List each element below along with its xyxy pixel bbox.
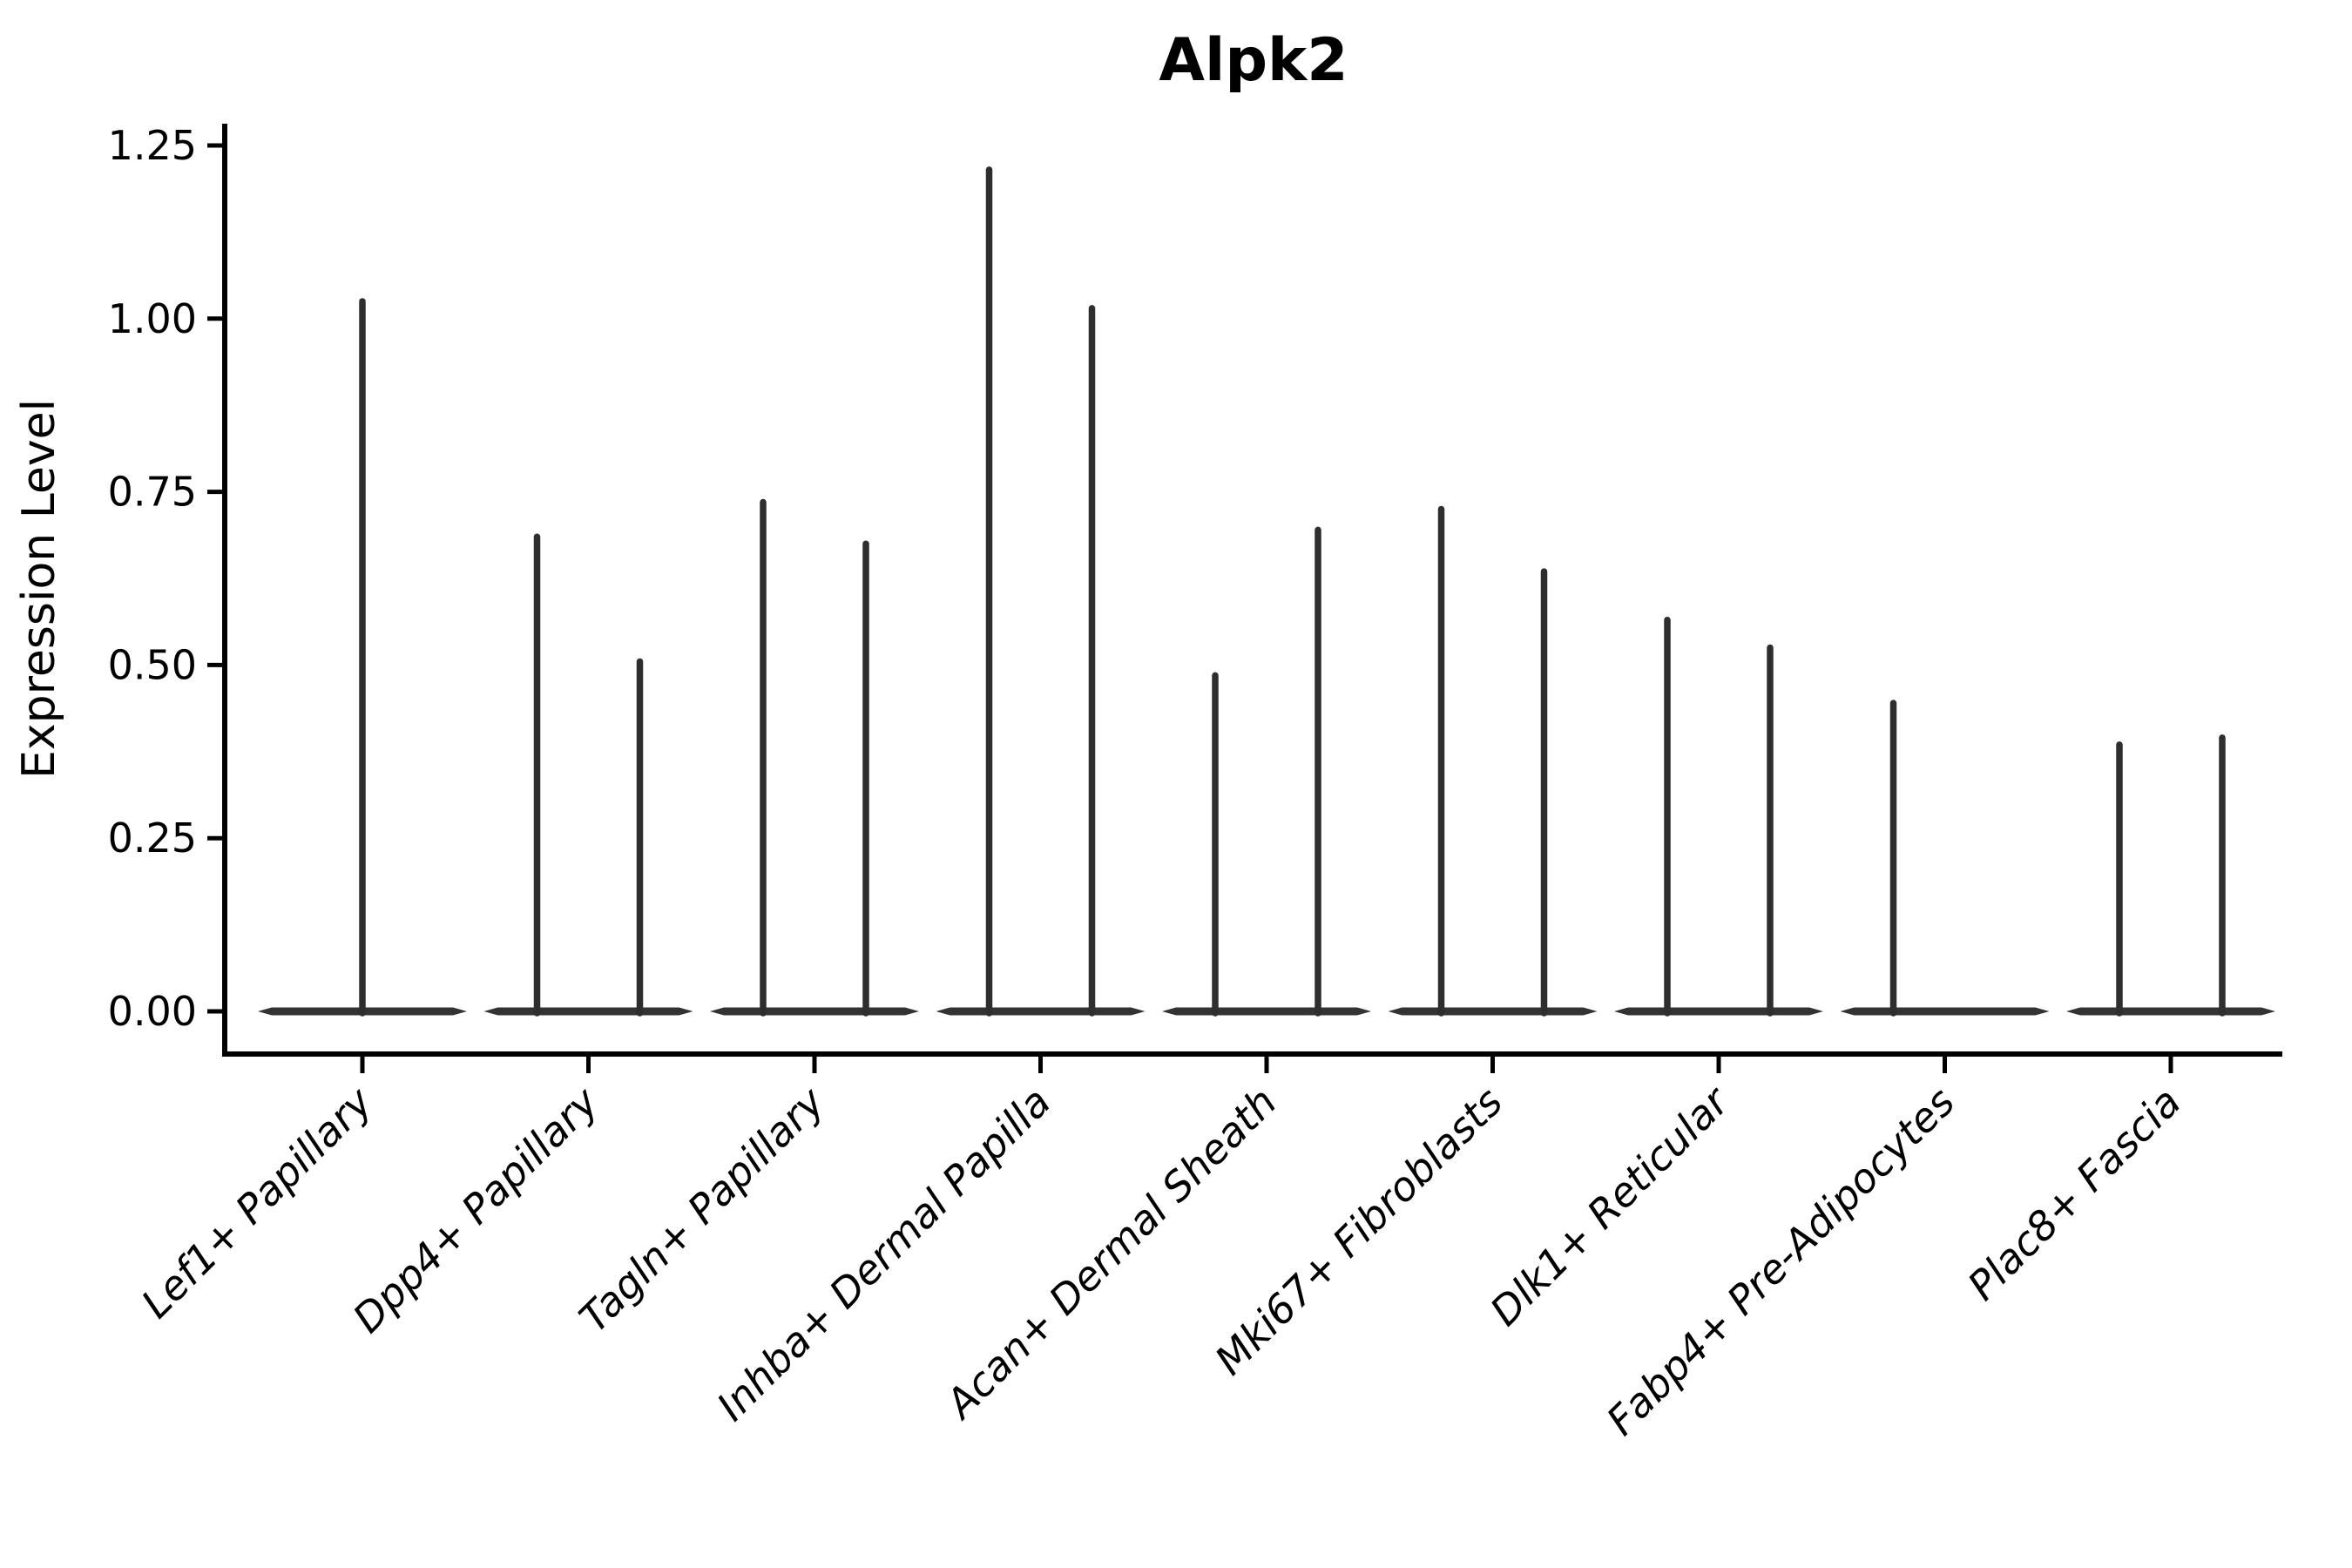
violin-zero-base xyxy=(1162,1007,1371,1016)
violin-zero-base xyxy=(936,1007,1146,1016)
violin-zero-base xyxy=(483,1007,693,1016)
x-tick-label-tagln-papillary: Tagln+ Papillary xyxy=(570,1078,834,1342)
y-axis-label: Expression Level xyxy=(13,399,65,779)
x-tick-label-dpp4-papillary: Dpp4+ Papillary xyxy=(344,1078,608,1342)
y-tick-label: 0.50 xyxy=(108,641,197,688)
violin-zero-base xyxy=(1840,1007,2050,1016)
violin-zero-base xyxy=(710,1007,919,1016)
violin-lef1-papillary xyxy=(258,298,467,1017)
violin-zero-base xyxy=(2066,1007,2275,1016)
y-tick-label: 0.75 xyxy=(108,469,197,516)
violin-inhba-dermal-papilla xyxy=(936,166,1146,1017)
violin-tagln-papillary xyxy=(710,498,919,1017)
violin-zero-base xyxy=(1388,1007,1598,1016)
y-axis: 0.00 0.25 0.50 0.75 1.00 1.25 xyxy=(108,122,225,1035)
axis-spines xyxy=(222,124,2282,1057)
y-tick-label: 1.00 xyxy=(108,295,197,342)
violin-zero-base xyxy=(1614,1007,1823,1016)
violin-acan-dermal-sheath xyxy=(1162,526,1371,1017)
y-tick-label: 0.25 xyxy=(108,814,197,862)
x-tick-label-plac8-fascia: Plac8+ Fascia xyxy=(1958,1078,2189,1309)
y-tick-label: 1.25 xyxy=(108,122,197,169)
violin-mki67-fibroblasts xyxy=(1388,505,1598,1017)
plot-title: Alpk2 xyxy=(1159,26,1348,95)
violin-plac8-fascia xyxy=(2066,734,2275,1017)
violin-fabp4-pre-adipocytes xyxy=(1840,700,2050,1017)
violins-layer xyxy=(258,166,2275,1017)
violin-dpp4-papillary xyxy=(483,533,693,1017)
x-tick-label-dlk1-reticular: Dlk1+ Reticular xyxy=(1481,1076,1740,1335)
y-tick-label: 0.00 xyxy=(108,988,197,1035)
x-tick-label-lef1-papillary: Lef1+ Papillary xyxy=(132,1078,382,1327)
violin-dlk1-reticular xyxy=(1614,616,1823,1017)
